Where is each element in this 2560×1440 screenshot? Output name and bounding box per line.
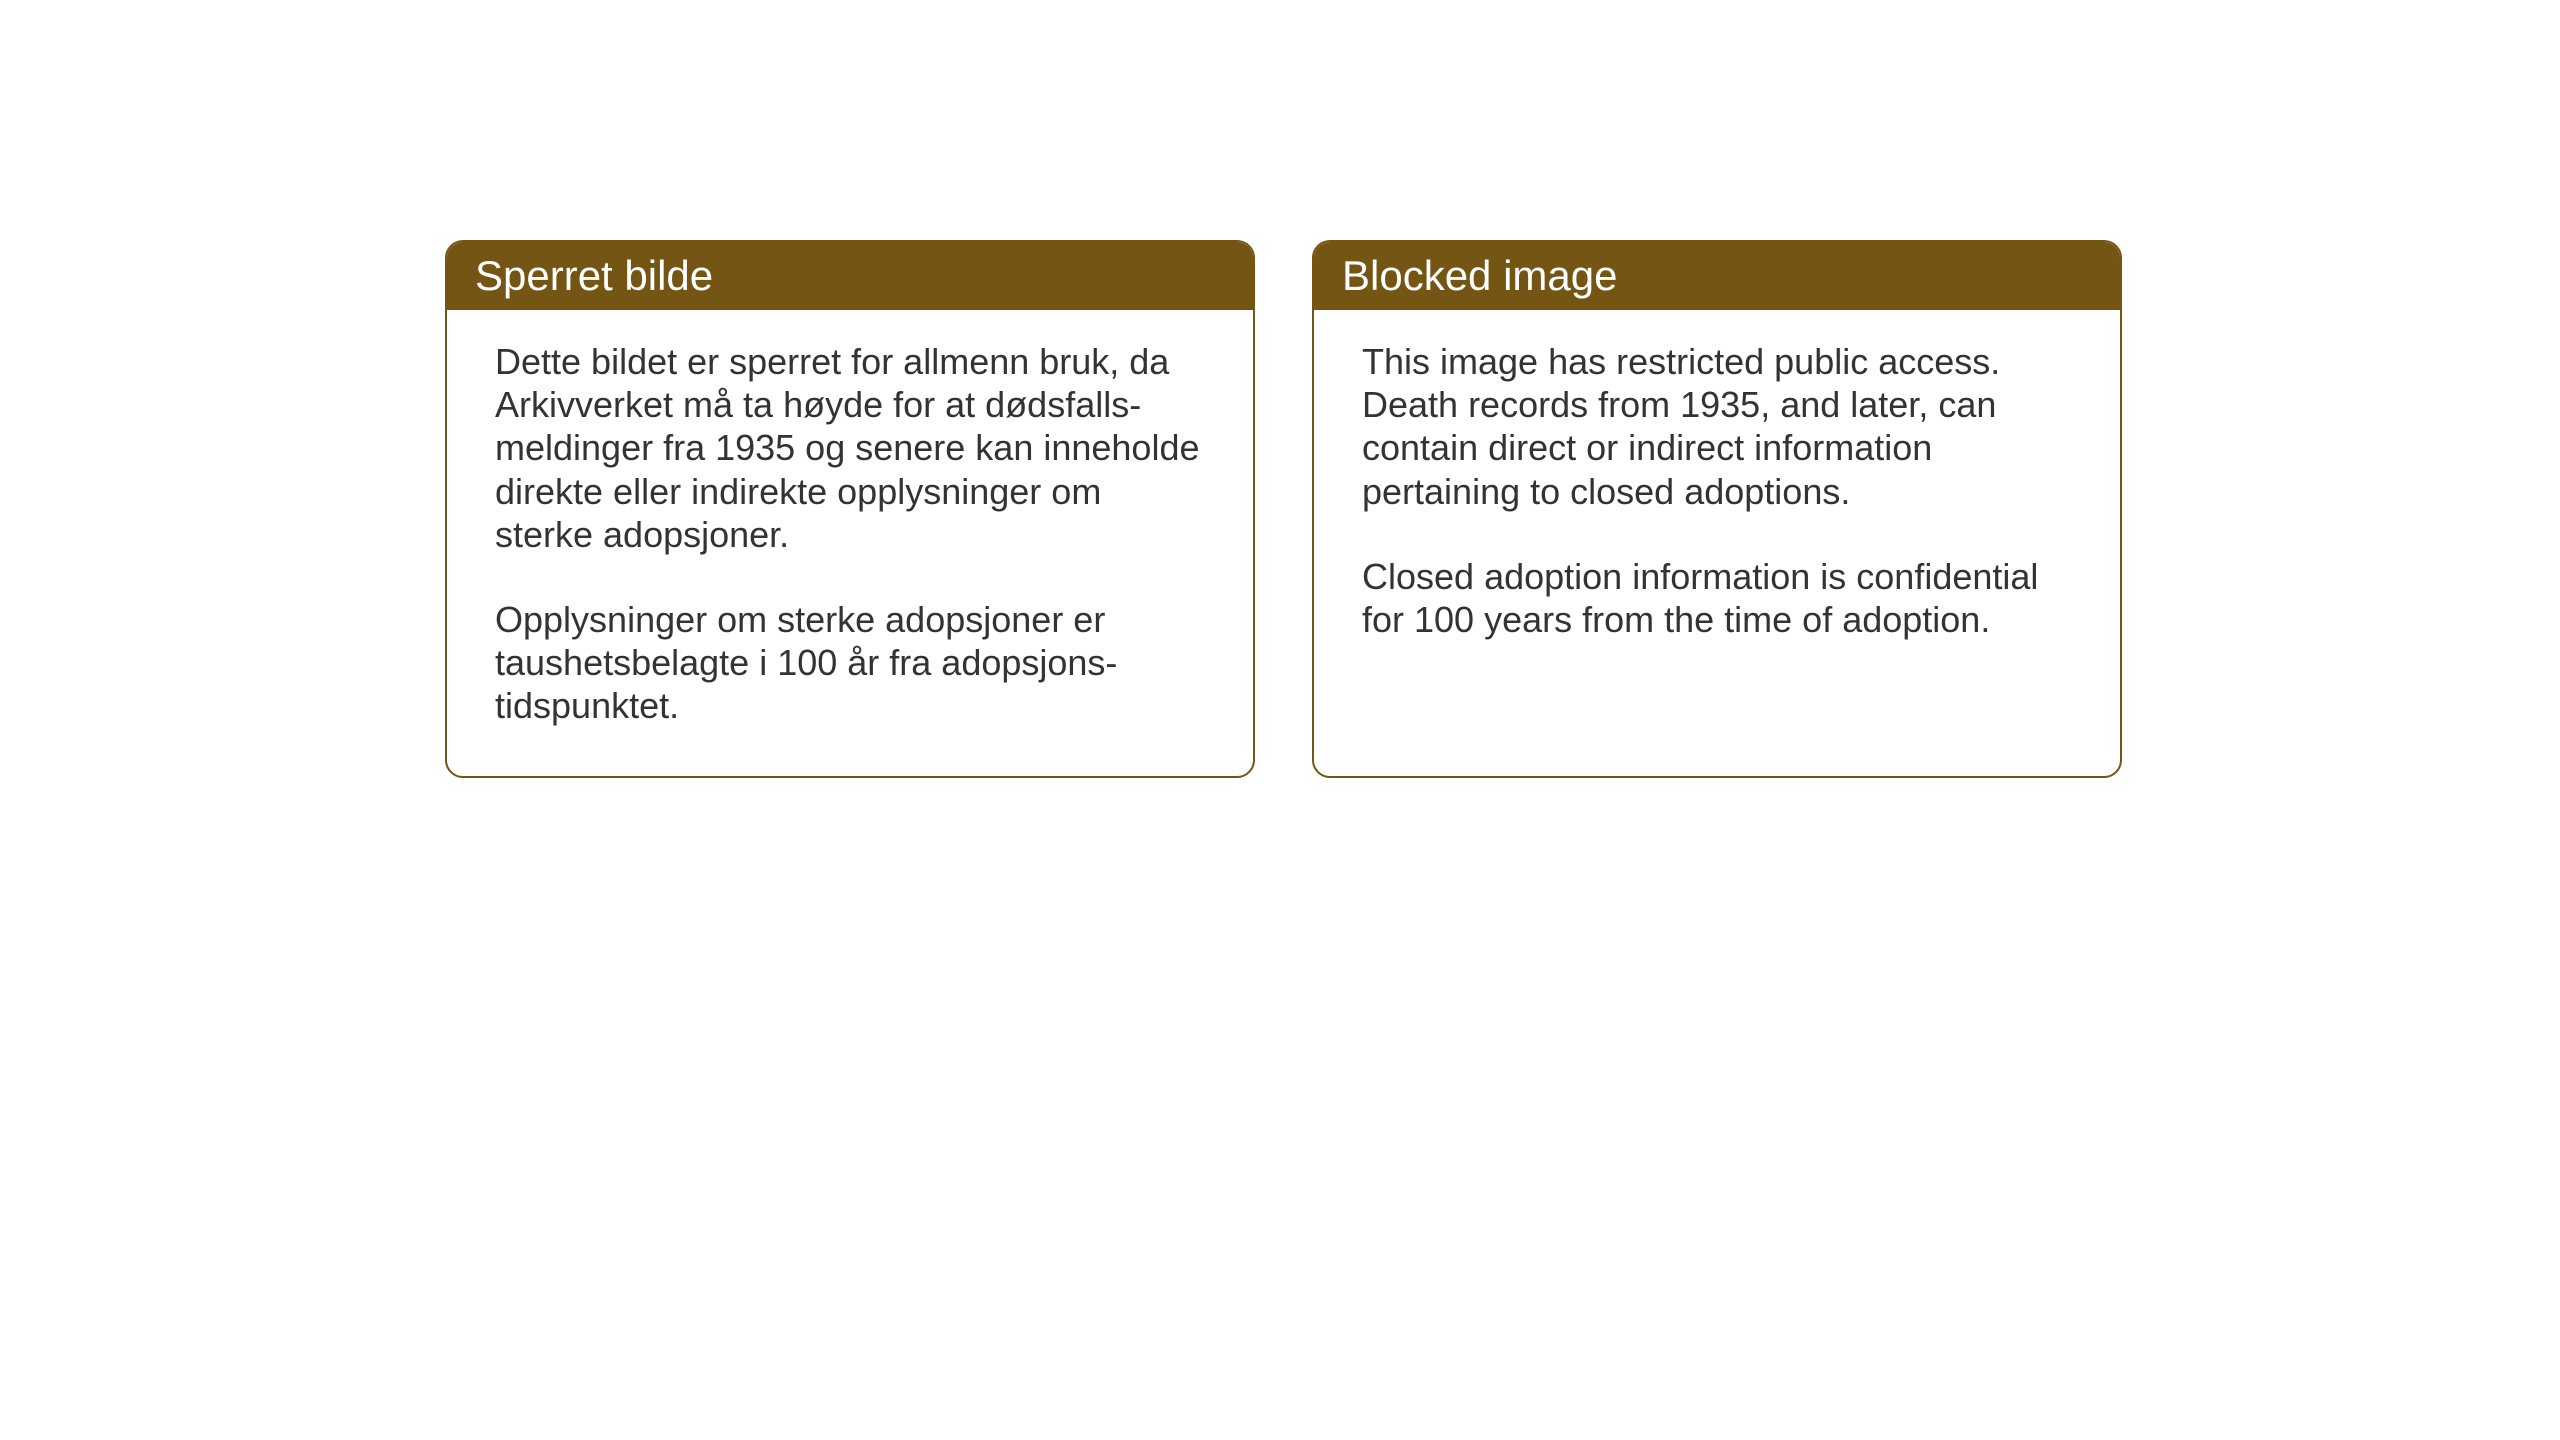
notice-paragraph-2-norwegian: Opplysninger om sterke adopsjoner er tau… — [495, 598, 1205, 728]
notices-container: Sperret bilde Dette bildet er sperret fo… — [445, 240, 2122, 778]
notice-paragraph-1-english: This image has restricted public access.… — [1362, 340, 2072, 513]
notice-header-english: Blocked image — [1314, 242, 2120, 310]
notice-title-norwegian: Sperret bilde — [475, 252, 713, 299]
notice-paragraph-1-norwegian: Dette bildet er sperret for allmenn bruk… — [495, 340, 1205, 556]
notice-paragraph-2-english: Closed adoption information is confident… — [1362, 555, 2072, 641]
notice-body-norwegian: Dette bildet er sperret for allmenn bruk… — [447, 310, 1253, 776]
notice-title-english: Blocked image — [1342, 252, 1617, 299]
notice-box-norwegian: Sperret bilde Dette bildet er sperret fo… — [445, 240, 1255, 778]
notice-body-english: This image has restricted public access.… — [1314, 310, 2120, 689]
notice-box-english: Blocked image This image has restricted … — [1312, 240, 2122, 778]
notice-header-norwegian: Sperret bilde — [447, 242, 1253, 310]
